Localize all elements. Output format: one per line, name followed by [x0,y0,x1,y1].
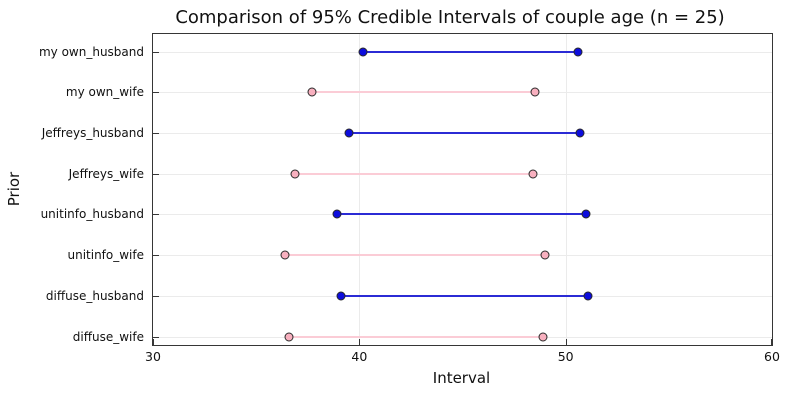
y-tick-mark [153,295,159,297]
y-tick-mark [153,336,159,338]
interval-line-wife [311,91,535,94]
interval-line-wife [295,172,533,175]
interval-high-dot-husband [573,47,583,56]
interval-low-dot-wife [280,250,290,260]
y-tick-mark [153,92,159,94]
interval-low-dot-husband [332,209,342,219]
y-tick-mark [153,51,159,53]
interval-high-dot-husband [581,209,591,219]
interval-high-dot-wife [528,169,538,179]
interval-high-dot-wife [538,332,548,341]
y-tick-label: diffuse_wife [72,329,144,344]
x-tick-mark [565,339,567,345]
v-gridline [359,34,361,345]
x-tick-mark [153,339,154,345]
x-tick-mark [359,339,361,345]
interval-line-husband [363,50,579,53]
y-tick-label: my own_husband [38,44,144,59]
x-tick-label: 40 [351,349,368,364]
y-tick-mark [153,214,159,216]
y-tick-label: diffuse_husband [45,288,144,303]
y-tick-mark [153,173,159,175]
y-tick-mark [153,132,159,134]
interval-line-husband [349,131,581,134]
interval-low-dot-husband [344,128,354,138]
interval-line-wife [285,254,546,257]
y-tick-label: Jeffreys_husband [41,125,144,140]
y-tick-label: my own_wife [65,85,144,100]
x-tick-label: 30 [145,349,161,364]
y-axis-label: Prior [5,171,23,207]
interval-line-wife [289,335,543,338]
interval-high-dot-wife [540,250,550,260]
interval-high-dot-wife [530,87,540,97]
interval-line-husband [336,213,587,216]
y-tick-label: Jeffreys_wife [68,166,144,181]
interval-low-dot-husband [336,291,346,301]
y-tick-label: unitinfo_wife [67,248,144,263]
interval-low-dot-wife [307,87,317,97]
y-tick-label: unitinfo_husband [40,207,144,222]
chart-title: Comparison of 95% Credible Intervals of … [175,7,725,28]
interval-low-dot-wife [284,332,294,341]
v-gridline [565,34,567,345]
x-axis-label: Interval [432,369,491,387]
x-tick-label: 60 [764,349,780,364]
x-tick-mark [771,339,772,345]
interval-high-dot-husband [583,291,593,301]
y-tick-mark [153,255,159,257]
interval-high-dot-husband [575,128,585,138]
interval-low-dot-husband [358,47,368,56]
x-tick-label: 50 [557,349,574,364]
interval-line-husband [340,294,589,297]
interval-low-dot-wife [290,169,300,179]
